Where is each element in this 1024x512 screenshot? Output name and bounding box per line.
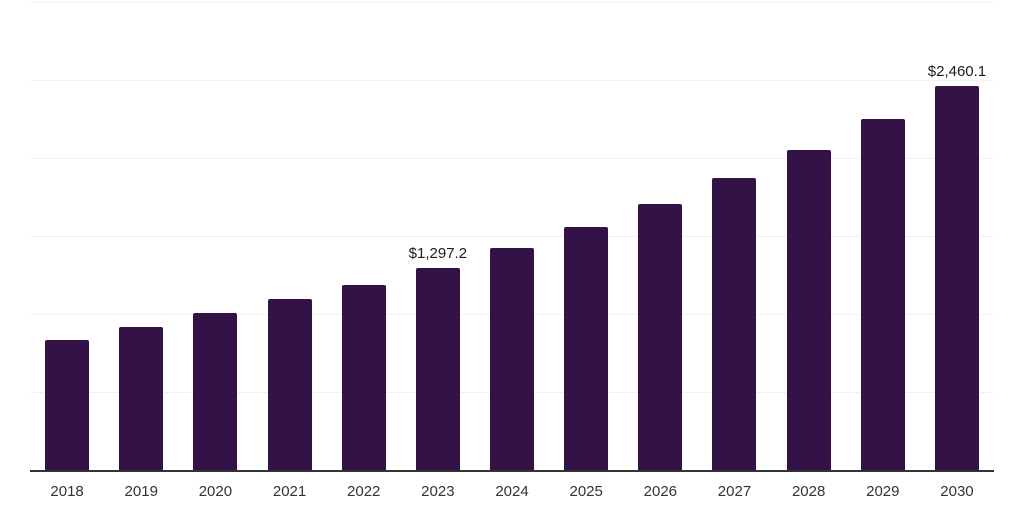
bar-2027: [712, 177, 757, 470]
bar-column-2026: [623, 2, 697, 470]
bar-column-2024: [475, 2, 549, 470]
bar-2028: [786, 150, 831, 470]
bar-column-2022: [327, 2, 401, 470]
bar-column-2021: [252, 2, 326, 470]
bar-2021: [267, 299, 312, 470]
bar-2024: [490, 248, 535, 470]
bar-column-2020: [178, 2, 252, 470]
x-tick-label-2027: 2027: [717, 483, 752, 500]
x-tick-label-2025: 2025: [569, 483, 603, 500]
gridline-1500: [30, 236, 994, 237]
x-tick-label-2030: 2030: [940, 483, 974, 500]
bar-column-2028: [772, 2, 846, 470]
bar-column-2018: [30, 2, 104, 470]
x-tick-label-2019: 2019: [124, 483, 158, 500]
x-tick-label-2022: 2022: [347, 483, 381, 500]
bar-column-2030: $2,460.1: [920, 2, 994, 470]
gridline-2500: [30, 80, 994, 81]
gridline-2000: [30, 158, 994, 159]
gridline-3000: [30, 2, 994, 3]
bar-column-2027: [697, 2, 771, 470]
bar-column-2029: [846, 2, 920, 470]
x-tick-label-2029: 2029: [866, 483, 900, 500]
x-axis-tick-labels: 2018 2019 2020 2021 2022 2023 2024 2025 2026 2027…: [30, 483, 994, 500]
bars-row: $1,297.2 $2,460.1: [30, 2, 994, 470]
bar-column-2025: [549, 2, 623, 470]
bar-2030: [934, 86, 979, 470]
x-axis-line: [30, 470, 994, 472]
bar-2019: [119, 327, 164, 470]
bar-2022: [341, 284, 386, 470]
x-tick-label-2028: 2028: [791, 483, 826, 500]
bar-2026: [638, 204, 683, 470]
bar-2020: [193, 313, 238, 470]
x-tick-label-2026: 2026: [643, 483, 678, 500]
x-tick-label-2018: 2018: [50, 483, 84, 500]
plot-area: $1,297.2 $2,460.1: [30, 2, 994, 470]
bar-2023: [415, 267, 460, 470]
bar-2025: [564, 226, 609, 470]
x-tick-label-2023: 2023: [421, 483, 455, 500]
x-tick-label-2021: 2021: [272, 483, 307, 500]
bar-column-2019: [104, 2, 178, 470]
bar-value-label-2030: $2,460.1: [927, 63, 987, 81]
bar-2029: [860, 119, 905, 470]
x-tick-label-2020: 2020: [198, 483, 233, 500]
bar-2018: [45, 339, 90, 470]
bar-value-label-2023: $1,297.2: [408, 244, 468, 262]
x-tick-label-2024: 2024: [495, 483, 529, 500]
bar-column-2023: $1,297.2: [401, 2, 475, 470]
